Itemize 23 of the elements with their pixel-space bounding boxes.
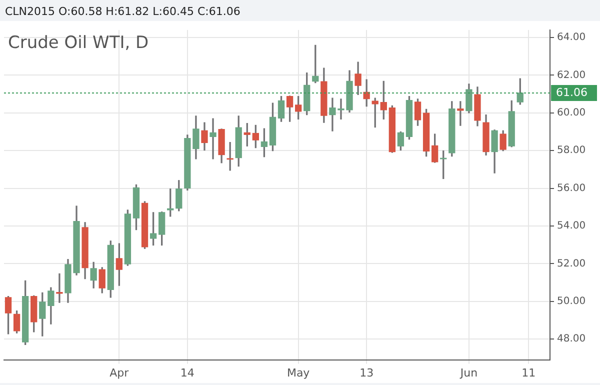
candlestick (226, 142, 234, 171)
ref-line-label: 61.06 (556, 86, 588, 99)
y-tick-label: 58.00 (557, 145, 586, 156)
candlestick (210, 118, 216, 160)
x-tick-label: Jun (459, 366, 478, 380)
y-tick-label: 48.00 (557, 334, 586, 345)
y-tick-label: 52.00 (557, 258, 586, 270)
chart-title: Crude Oil WTI, D (8, 32, 149, 53)
y-tick-label: 60.00 (557, 108, 586, 119)
y-tick-label: 62.00 (557, 70, 586, 81)
x-tick-label: 11 (522, 366, 536, 380)
x-tick-label: May (286, 366, 310, 380)
candlestick (56, 273, 63, 303)
y-tick-label: 50.00 (557, 296, 586, 307)
y-tick-label: 56.00 (557, 182, 586, 194)
y-tick-label: 54.00 (557, 220, 586, 232)
y-tick-label: 64.00 (557, 32, 586, 44)
x-tick-label: Apr (110, 366, 130, 380)
x-tick-label: 13 (360, 366, 374, 380)
x-tick-label: 14 (180, 366, 194, 380)
candlestick (457, 101, 464, 126)
candlestick (363, 79, 370, 107)
chart-subtitle: CLN2015 O:60.58 H:61.82 L:60.45 C:61.06 (5, 5, 240, 18)
